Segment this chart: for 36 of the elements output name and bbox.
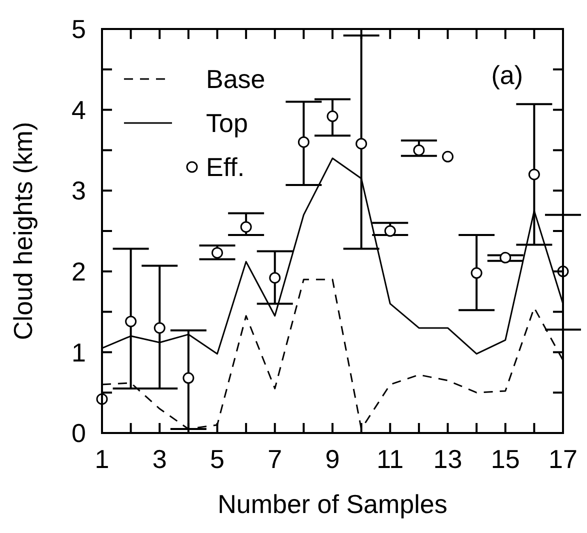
- point: [154, 322, 166, 334]
- x-tick-label: 7: [268, 444, 282, 474]
- y-tick-label: 2: [72, 256, 86, 286]
- point: [470, 267, 482, 279]
- y-tick-label: 3: [72, 176, 86, 206]
- x-axis-title: Number of Samples: [218, 489, 448, 519]
- point: [442, 150, 454, 162]
- y-tick-label: 5: [72, 14, 86, 44]
- legend-label: Top: [206, 108, 248, 138]
- point: [125, 316, 137, 328]
- point: [269, 272, 281, 284]
- point: [212, 247, 223, 259]
- y-tick-label: 1: [72, 337, 86, 368]
- point: [240, 221, 252, 233]
- y-axis-title: Cloud heights (km): [8, 122, 38, 340]
- point: [413, 144, 425, 156]
- y-tick-label: 0: [72, 418, 86, 448]
- x-tick-label: 17: [548, 444, 578, 474]
- x-tick-label: 3: [152, 444, 167, 474]
- x-tick-label: 9: [325, 444, 340, 474]
- x-tick-label: 5: [210, 444, 224, 474]
- point: [298, 136, 310, 148]
- y-tick-label: 4: [72, 94, 86, 125]
- point: [326, 110, 338, 122]
- point: [528, 168, 540, 180]
- point: [182, 372, 194, 384]
- point: [356, 138, 368, 150]
- x-tick-label: 1: [94, 444, 110, 474]
- x-tick-label: 11: [376, 444, 404, 474]
- point: [500, 252, 512, 264]
- x-tick-label: 15: [490, 444, 520, 474]
- annotation: (a): [491, 60, 523, 90]
- legend-label: Eff.: [206, 152, 245, 182]
- point: [384, 225, 396, 237]
- x-tick-label: 13: [433, 444, 462, 474]
- legend-label: Base: [206, 64, 266, 94]
